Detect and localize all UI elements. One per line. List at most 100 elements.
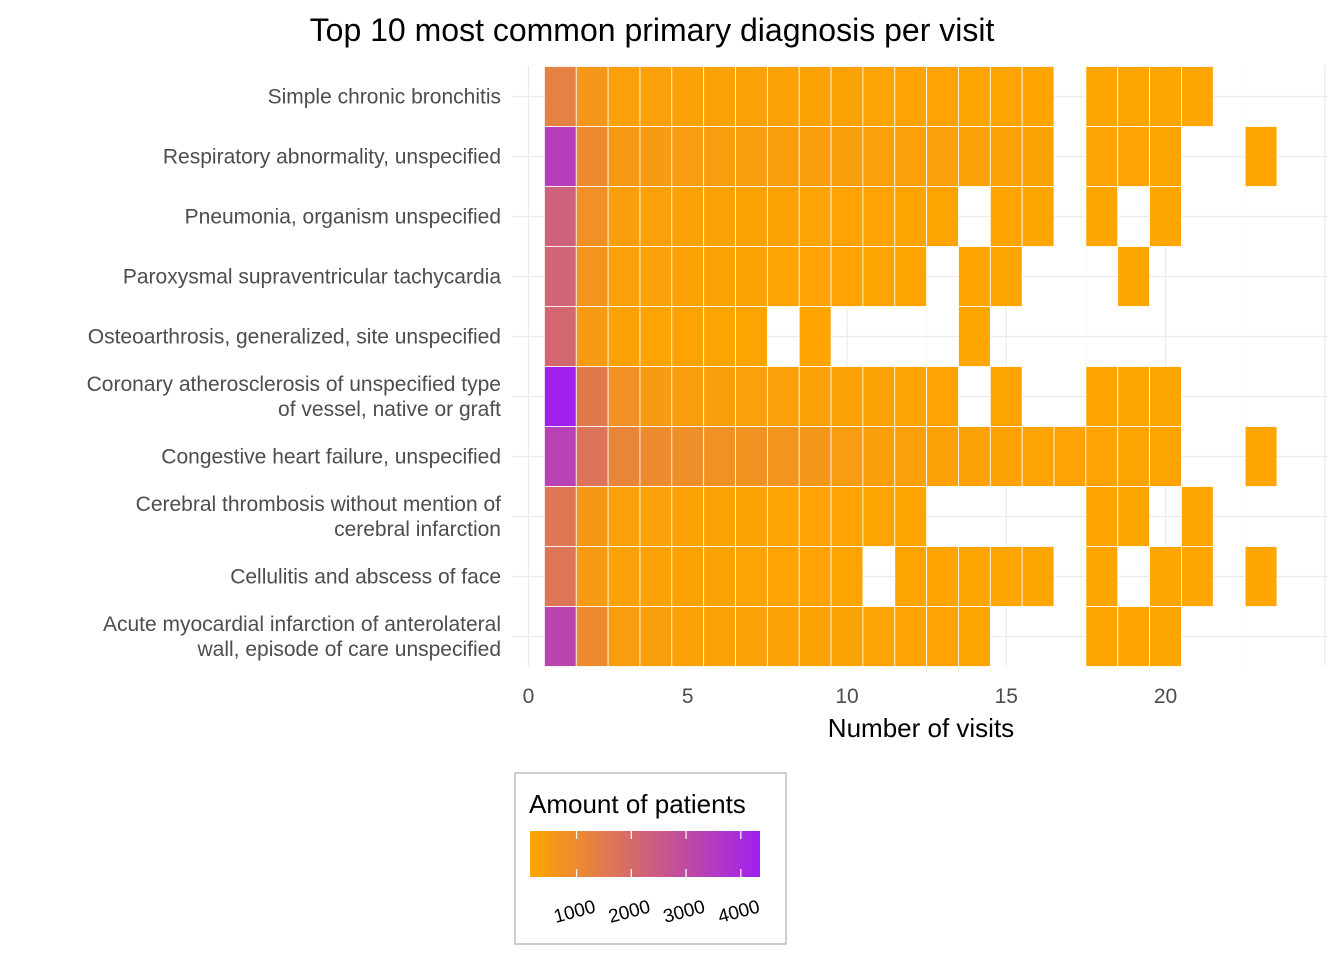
- heatmap-cell: [1244, 426, 1278, 487]
- heatmap-cell: [958, 246, 991, 307]
- y-tick-label: Respiratory abnormality, unspecified: [163, 146, 501, 169]
- heatmap-cell: [894, 366, 928, 427]
- heatmap-cell: [958, 426, 991, 487]
- x-tick-label: 10: [835, 685, 858, 708]
- chart-title: Top 10 most common primary diagnosis per…: [310, 12, 995, 48]
- heatmap-cell: [735, 606, 768, 667]
- heatmap-cell: [1085, 126, 1119, 187]
- heatmap-cell: [639, 126, 673, 187]
- heatmap-cell: [703, 426, 736, 487]
- heatmap-cell: [671, 246, 705, 307]
- heatmap-cell: [639, 246, 673, 307]
- heatmap-cell: [766, 186, 800, 247]
- heatmap-cell: [703, 246, 736, 307]
- heatmap-cell: [575, 306, 609, 367]
- heatmap-cell: [830, 186, 864, 247]
- heatmap-cell: [926, 546, 959, 607]
- heatmap-cell: [894, 426, 928, 487]
- heatmap-cell: [544, 486, 577, 547]
- heatmap-cell: [1021, 546, 1055, 607]
- heatmap-cell: [607, 426, 641, 487]
- heatmap-cell: [703, 306, 736, 367]
- heatmap-cell: [1149, 186, 1182, 247]
- heatmap-cell: [639, 486, 673, 547]
- heatmap-cell: [575, 66, 609, 127]
- heatmap-cells: [544, 66, 1278, 667]
- heatmap-cell: [607, 546, 641, 607]
- heatmap-cell: [607, 186, 641, 247]
- y-tick-label: Pneumonia, organism unspecified: [185, 206, 501, 229]
- heatmap-cell: [1085, 606, 1119, 667]
- heatmap-cell: [1149, 126, 1182, 187]
- heatmap-cell: [989, 126, 1023, 187]
- heatmap-cell: [607, 66, 641, 127]
- heatmap-cell: [1085, 66, 1119, 127]
- heatmap-cell: [766, 606, 800, 667]
- heatmap-cell: [1085, 186, 1119, 247]
- y-tick-label: Osteoarthrosis, generalized, site unspec…: [88, 326, 501, 349]
- heatmap-cell: [798, 186, 832, 247]
- x-axis-ticks: 0 5 10 15 20: [523, 685, 1178, 708]
- heatmap-cell: [830, 426, 864, 487]
- heatmap-cell: [989, 426, 1023, 487]
- heatmap-cell: [1117, 426, 1150, 487]
- y-tick-label: Congestive heart failure, unspecified: [161, 446, 501, 469]
- heatmap-cell: [862, 66, 896, 127]
- heatmap-cell: [1021, 186, 1055, 247]
- heatmap-cell: [735, 306, 768, 367]
- heatmap-cell: [1117, 66, 1150, 127]
- heatmap-cell: [894, 126, 928, 187]
- heatmap-cell: [926, 66, 959, 127]
- heatmap-cell: [862, 486, 896, 547]
- heatmap-cell: [735, 546, 768, 607]
- heatmap-cell: [1021, 126, 1055, 187]
- heatmap-cell: [894, 66, 928, 127]
- heatmap-cell: [1149, 66, 1182, 127]
- heatmap-cell: [544, 366, 577, 427]
- heatmap-cell: [1021, 426, 1055, 487]
- heatmap-cell: [575, 366, 609, 427]
- heatmap-cell: [830, 246, 864, 307]
- heatmap-cell: [575, 126, 609, 187]
- legend-colorbar: [530, 831, 760, 877]
- heatmap-cell: [703, 366, 736, 427]
- heatmap-cell: [830, 486, 864, 547]
- heatmap-cell: [607, 486, 641, 547]
- heatmap-cell: [607, 306, 641, 367]
- heatmap-cell: [1149, 546, 1182, 607]
- heatmap-cell: [703, 486, 736, 547]
- heatmap-cell: [798, 546, 832, 607]
- heatmap-cell: [1117, 606, 1150, 667]
- y-tick-label: Simple chronic bronchitis: [268, 86, 501, 109]
- heatmap-cell: [575, 426, 609, 487]
- heatmap-cell: [766, 246, 800, 307]
- heatmap-cell: [607, 606, 641, 667]
- x-axis-title: Number of visits: [828, 713, 1014, 743]
- heatmap-cell: [703, 606, 736, 667]
- y-tick-label: Cellulitis and abscess of face: [230, 566, 501, 589]
- heatmap-cell: [989, 366, 1023, 427]
- y-tick-label: Paroxysmal supraventricular tachycardia: [123, 266, 501, 289]
- heatmap-cell: [575, 606, 609, 667]
- heatmap-cell: [798, 486, 832, 547]
- heatmap-cell: [862, 186, 896, 247]
- heatmap-cell: [639, 426, 673, 487]
- heatmap-cell: [1085, 426, 1119, 487]
- heatmap-cell: [862, 366, 896, 427]
- heatmap-cell: [735, 186, 768, 247]
- heatmap-cell: [671, 546, 705, 607]
- y-tick-label: Coronary atherosclerosis of unspecified …: [87, 373, 502, 421]
- heatmap-cell: [607, 246, 641, 307]
- heatmap-cell: [830, 126, 864, 187]
- heatmap-cell: [575, 186, 609, 247]
- heatmap-cell: [958, 606, 991, 667]
- legend: Amount of patients 1000 2000 3000 4000: [514, 772, 787, 945]
- heatmap-cell: [544, 66, 577, 127]
- heatmap-cell: [989, 66, 1023, 127]
- heatmap-cell: [1021, 66, 1055, 127]
- heatmap-cell: [544, 546, 577, 607]
- heatmap-cell: [671, 606, 705, 667]
- heatmap-cell: [862, 246, 896, 307]
- legend-title: Amount of patients: [529, 789, 746, 819]
